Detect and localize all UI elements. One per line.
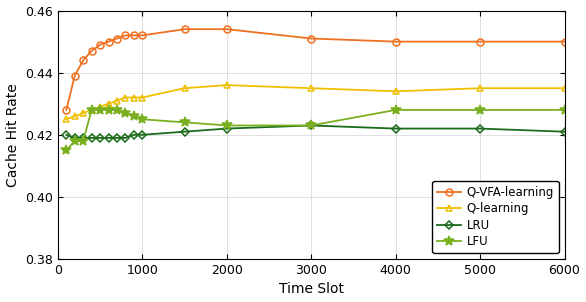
LRU [561, 130, 568, 133]
Q-VFA-learning [181, 27, 188, 31]
LFU [122, 111, 129, 115]
LFU [223, 124, 230, 127]
Q-VFA-learning [63, 108, 70, 112]
Q-learning [561, 86, 568, 90]
Q-VFA-learning [130, 34, 137, 37]
LFU [181, 120, 188, 124]
Q-VFA-learning [105, 40, 112, 43]
LFU [476, 108, 483, 112]
LRU [80, 136, 87, 140]
Q-learning [97, 105, 104, 109]
Q-learning [105, 102, 112, 105]
LRU [308, 124, 315, 127]
Q-VFA-learning [97, 43, 104, 47]
Q-learning [88, 108, 95, 112]
Q-learning [223, 83, 230, 87]
Q-VFA-learning [223, 27, 230, 31]
LRU [122, 136, 129, 140]
Line: Q-learning: Q-learning [63, 82, 568, 123]
Q-VFA-learning [71, 74, 79, 78]
LFU [88, 108, 95, 112]
Legend: Q-VFA-learning, Q-learning, LRU, LFU: Q-VFA-learning, Q-learning, LRU, LFU [432, 181, 558, 253]
LRU [392, 127, 399, 130]
Line: LRU: LRU [63, 123, 567, 141]
Q-learning [308, 86, 315, 90]
Q-learning [63, 117, 70, 121]
LRU [139, 133, 146, 137]
LRU [223, 127, 230, 130]
Q-VFA-learning [114, 37, 121, 40]
Q-learning [122, 96, 129, 99]
LRU [63, 133, 70, 137]
LFU [63, 149, 70, 152]
LFU [392, 108, 399, 112]
LFU [130, 114, 137, 118]
Q-VFA-learning [476, 40, 483, 43]
Q-VFA-learning [139, 34, 146, 37]
Q-VFA-learning [80, 59, 87, 62]
LFU [561, 108, 568, 112]
LRU [114, 136, 121, 140]
Q-learning [80, 111, 87, 115]
LFU [105, 108, 112, 112]
LRU [97, 136, 104, 140]
LRU [71, 136, 79, 140]
LRU [88, 136, 95, 140]
LFU [97, 108, 104, 112]
Q-VFA-learning [392, 40, 399, 43]
Q-learning [71, 114, 79, 118]
Q-VFA-learning [122, 34, 129, 37]
LRU [181, 130, 188, 133]
Q-VFA-learning [561, 40, 568, 43]
LRU [476, 127, 483, 130]
LFU [139, 117, 146, 121]
Q-learning [139, 96, 146, 99]
LRU [105, 136, 112, 140]
Q-learning [476, 86, 483, 90]
Line: LFU: LFU [62, 105, 570, 155]
LFU [71, 139, 79, 143]
X-axis label: Time Slot: Time Slot [279, 282, 343, 297]
Q-learning [130, 96, 137, 99]
Y-axis label: Cache Hit Rate: Cache Hit Rate [5, 83, 19, 187]
Q-learning [114, 99, 121, 102]
Q-learning [392, 89, 399, 93]
Line: Q-VFA-learning: Q-VFA-learning [63, 26, 568, 114]
LRU [130, 133, 137, 137]
LFU [114, 108, 121, 112]
LFU [80, 139, 87, 143]
Q-VFA-learning [308, 37, 315, 40]
Q-VFA-learning [88, 49, 95, 53]
LFU [308, 124, 315, 127]
Q-learning [181, 86, 188, 90]
